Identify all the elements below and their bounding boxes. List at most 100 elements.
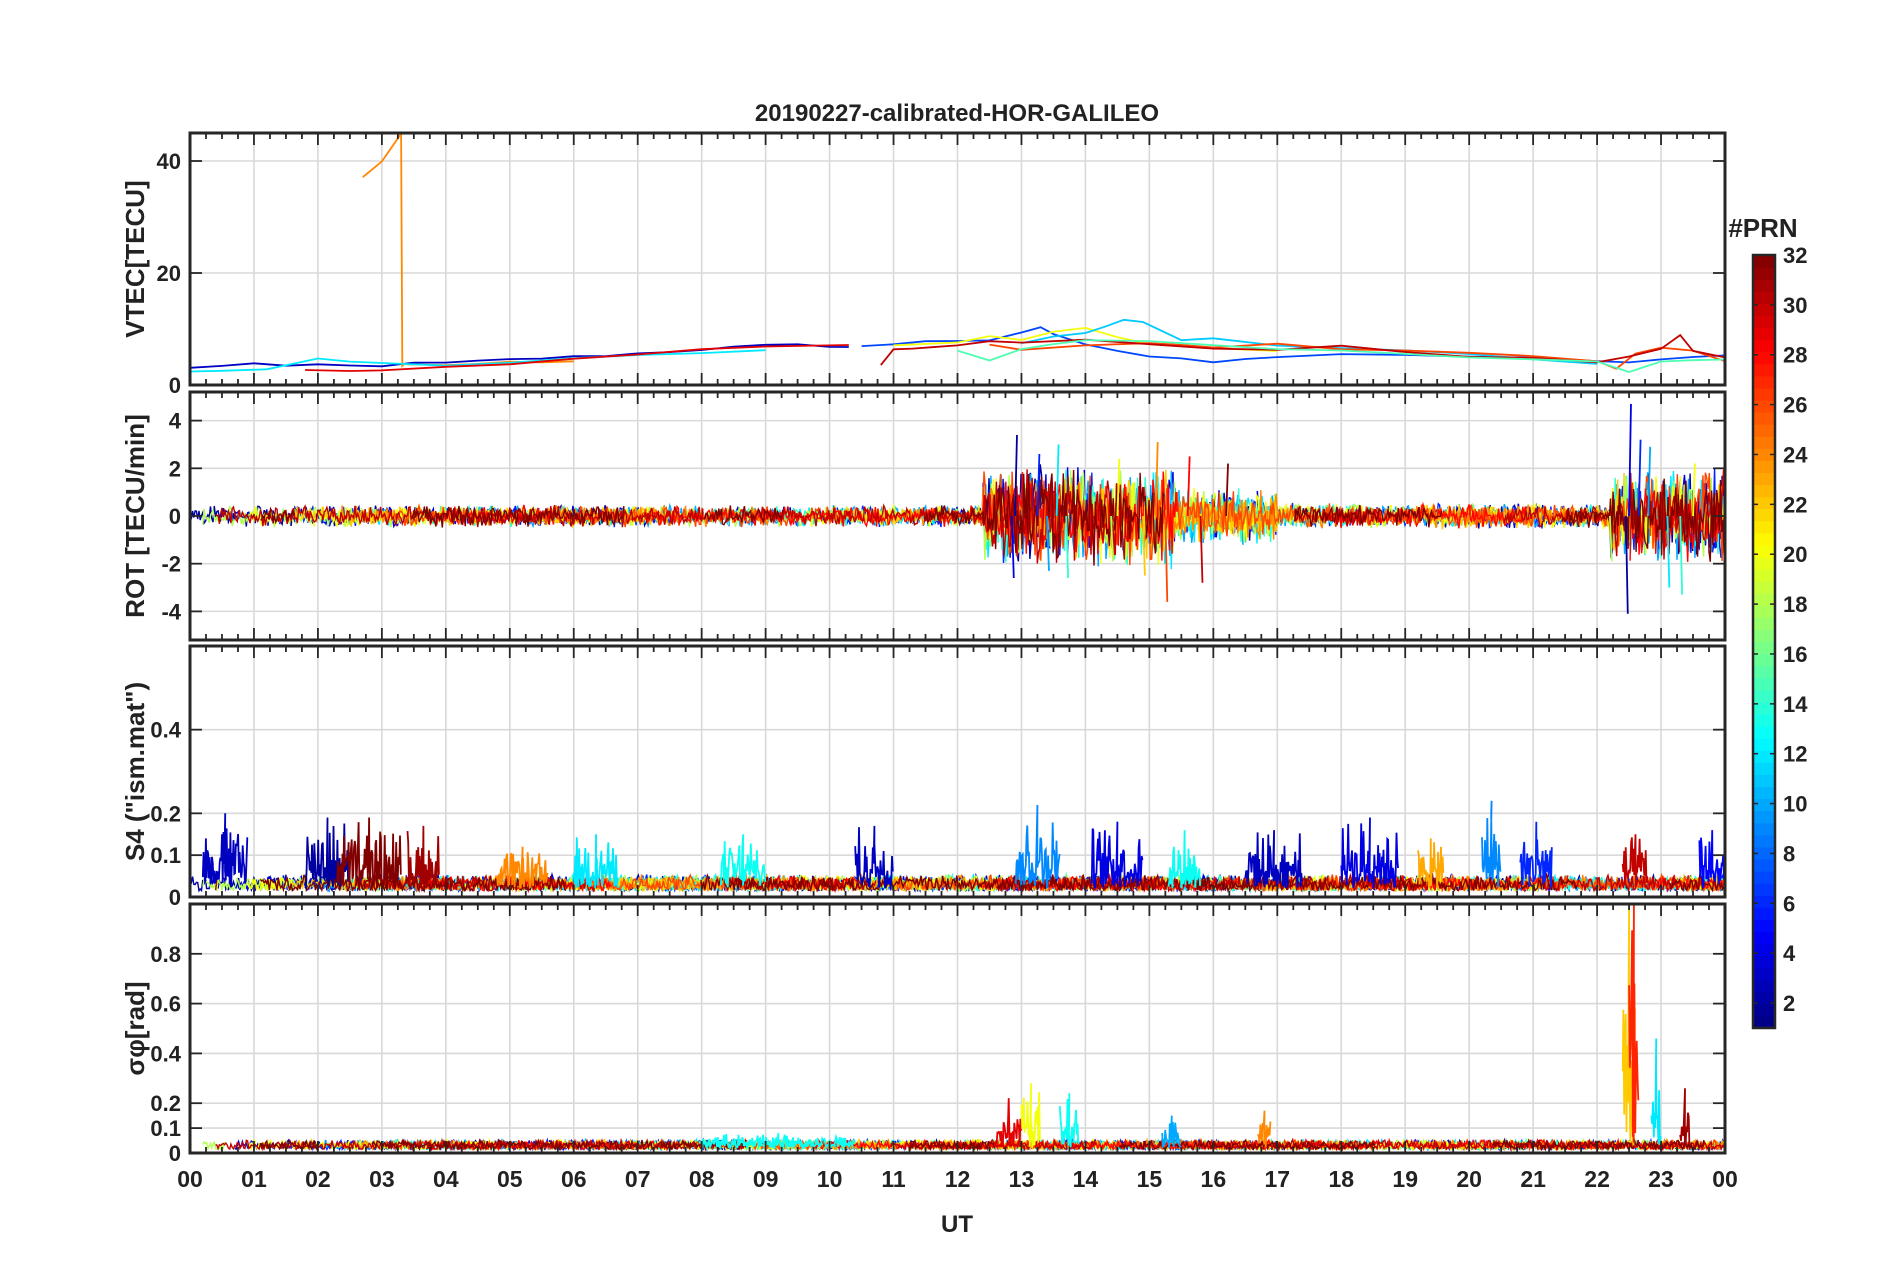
x-tick-label: 20 xyxy=(1456,1166,1482,1192)
x-tick-label: 01 xyxy=(241,1166,267,1192)
colorbar-tick-label: 14 xyxy=(1783,692,1808,717)
panel-1: 0 20 40 VTEC[TECU] xyxy=(120,131,1727,398)
colorbar-swatch xyxy=(1753,701,1775,715)
colorbar-swatch xyxy=(1753,363,1775,377)
trace-prn-32 xyxy=(909,1139,996,1152)
colorbar-swatch xyxy=(1753,834,1775,848)
burst-prn-31 xyxy=(1679,1088,1691,1146)
spike xyxy=(1010,515,1015,579)
colorbar-swatch xyxy=(1753,581,1775,594)
burst-prn-4 xyxy=(1090,821,1144,889)
y-tick-label: 0.2 xyxy=(150,1091,181,1116)
colorbar-swatch xyxy=(1753,472,1775,486)
colorbar-swatch xyxy=(1753,339,1775,353)
trace-prn-32 xyxy=(924,469,1166,566)
x-tick-label: 16 xyxy=(1201,1166,1227,1192)
burst-prn-13 xyxy=(1167,830,1201,889)
trace-prn-32 xyxy=(1492,1137,1705,1152)
colorbar-swatch xyxy=(1753,919,1775,932)
x-ticks xyxy=(189,646,1726,897)
burst-prn-20 xyxy=(1020,1083,1041,1148)
trace-prn-32 xyxy=(1293,505,1443,528)
y-tick-label: 0.4 xyxy=(150,1041,181,1066)
y-tick-label: -2 xyxy=(161,552,181,577)
colorbar-swatch xyxy=(1753,798,1775,812)
colorbar-tick-label: 20 xyxy=(1783,542,1807,567)
colorbar-swatch xyxy=(1753,931,1775,945)
colorbar-swatch xyxy=(1753,967,1775,981)
colorbar-swatch xyxy=(1753,641,1775,655)
colorbar-swatch xyxy=(1753,387,1775,401)
trace-prn-32 xyxy=(703,505,784,526)
y-axis-label: S4 ("ism.mat") xyxy=(120,682,150,861)
panel-3: 0 0.1 0.2 0.4S4 ("ism.mat") xyxy=(120,644,1727,910)
burst-prn-4 xyxy=(1340,817,1399,889)
x-tick-label: 19 xyxy=(1392,1166,1418,1192)
burst-prn-32 xyxy=(336,817,402,890)
x-tick-label: 00 xyxy=(1712,1166,1738,1192)
burst-prn-22 xyxy=(1621,904,1636,1146)
colorbar-label: #PRN xyxy=(1728,213,1797,243)
colorbar-swatch xyxy=(1753,653,1775,667)
colorbar-tick-label: 26 xyxy=(1783,393,1807,418)
colorbar-tick-label: 24 xyxy=(1783,442,1808,467)
colorbar-tick-label: 18 xyxy=(1783,592,1807,617)
x-tick-label: 09 xyxy=(753,1166,779,1192)
y-tick-label: 0.6 xyxy=(150,992,181,1017)
burst-prn-30 xyxy=(1621,834,1649,887)
burst-prn-12 xyxy=(572,834,620,889)
y-tick-label: 0.1 xyxy=(150,843,181,868)
colorbar-tick-label: 32 xyxy=(1783,243,1807,268)
burst-prn-31 xyxy=(406,825,440,889)
grid xyxy=(189,133,1726,386)
x-axis-label: UT xyxy=(941,1211,973,1238)
colorbar-tick-label: 8 xyxy=(1783,841,1795,866)
y-tick-label: 0 xyxy=(169,373,181,398)
x-ticks xyxy=(189,133,1726,385)
colorbar-swatch xyxy=(1753,303,1775,316)
colorbar-swatch xyxy=(1753,738,1775,751)
x-tick-label: 02 xyxy=(305,1166,331,1192)
colorbar-swatch xyxy=(1753,883,1775,896)
colorbar-swatch xyxy=(1753,810,1775,824)
data-lines xyxy=(190,403,1725,614)
spike xyxy=(1666,515,1671,588)
trace-prn-28 xyxy=(1646,874,1725,893)
spike xyxy=(1110,515,1114,562)
panel-4: 00.10.2 0.4 0.6 0.8σφ[rad] xyxy=(120,902,1727,1166)
colorbar-swatch xyxy=(1753,895,1775,908)
y-axis-label: ROT [TECU/min] xyxy=(120,414,150,618)
spike xyxy=(1225,463,1229,517)
colorbar-swatch xyxy=(1753,267,1775,280)
colorbar-swatch xyxy=(1753,460,1775,474)
y-tick-label: 4 xyxy=(169,409,182,434)
x-tick-label: 03 xyxy=(369,1166,395,1192)
x-tick-label: 06 xyxy=(561,1166,587,1192)
trace-prn-32 xyxy=(371,1138,748,1152)
series-prn-26 xyxy=(989,342,1725,370)
colorbar-swatch xyxy=(1753,605,1775,618)
x-ticks xyxy=(189,392,1726,640)
trace-prn-32 xyxy=(412,505,625,528)
colorbar-swatch xyxy=(1753,291,1775,304)
colorbar-swatch xyxy=(1753,677,1775,691)
colorbar-swatch xyxy=(1753,556,1775,570)
spike xyxy=(1624,515,1629,614)
colorbar-tick-label: 6 xyxy=(1783,891,1795,916)
trace-prn-32 xyxy=(260,506,296,525)
colorbar-swatch xyxy=(1753,544,1775,558)
colorbar-tick-label: 12 xyxy=(1783,742,1807,767)
burst-prn-27 xyxy=(1628,904,1640,1143)
colorbar-swatch xyxy=(1753,750,1775,763)
colorbar-swatch xyxy=(1753,689,1775,703)
burst-prn-10 xyxy=(1161,1115,1182,1148)
spike xyxy=(1142,515,1146,576)
x-tick-label: 22 xyxy=(1584,1166,1610,1192)
colorbar-swatch xyxy=(1753,255,1775,268)
colorbar-swatch xyxy=(1753,520,1775,534)
colorbar-swatch xyxy=(1753,713,1775,727)
series-prn-24 xyxy=(362,133,574,369)
grid xyxy=(189,904,1726,1154)
trace-prn-20 xyxy=(246,877,294,892)
